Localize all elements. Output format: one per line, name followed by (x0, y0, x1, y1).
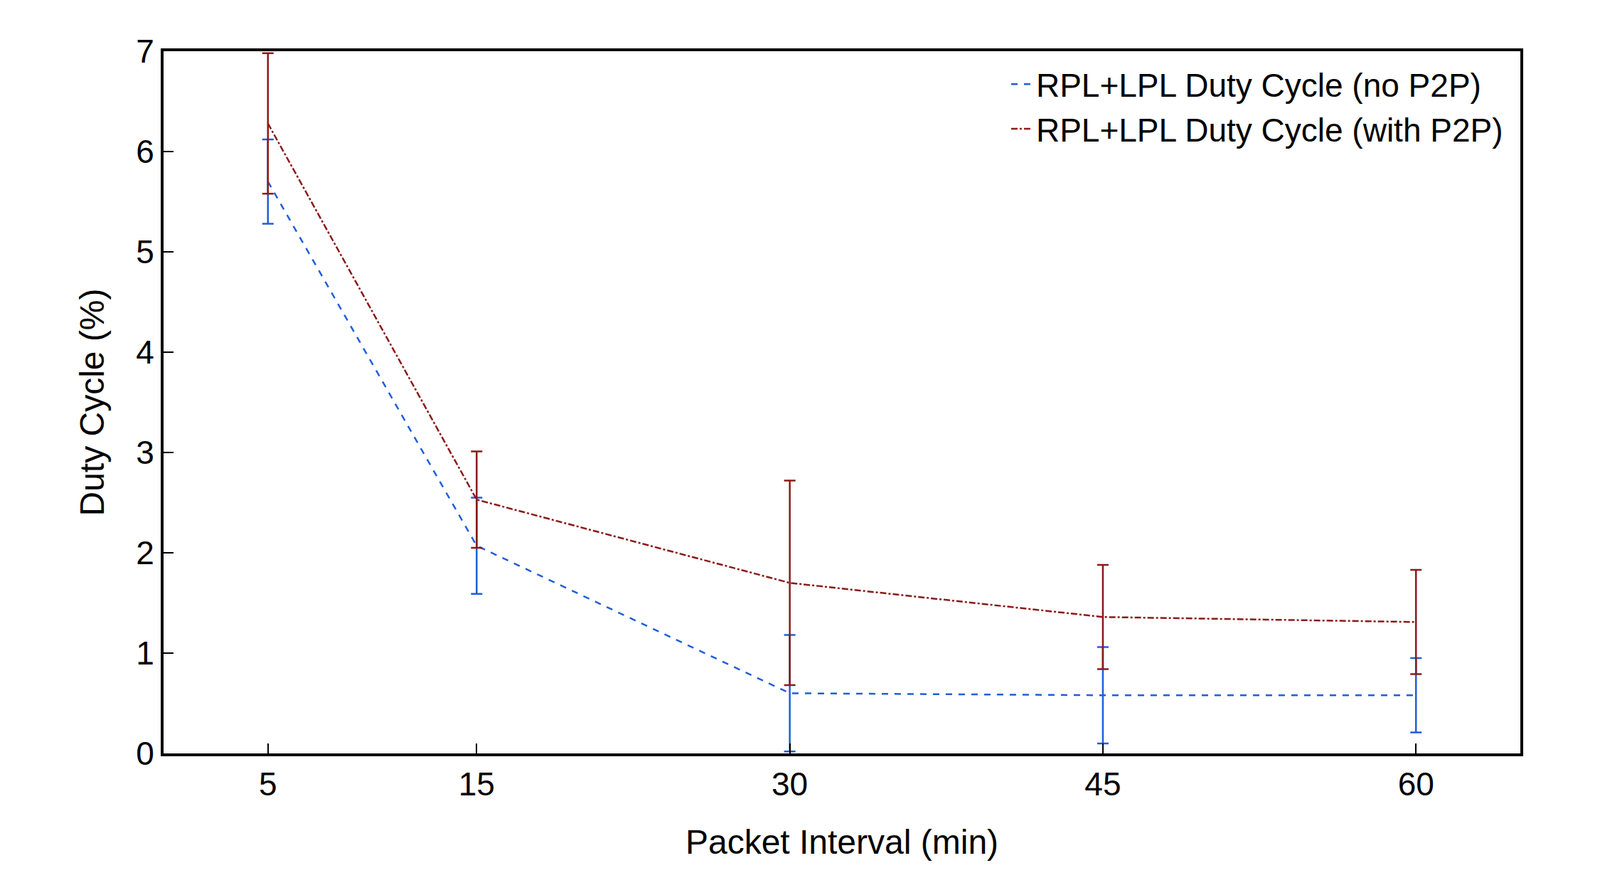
svg-text:6: 6 (135, 132, 155, 170)
svg-text:4: 4 (135, 333, 155, 371)
svg-text:Packet Interval (min): Packet Interval (min) (685, 822, 999, 861)
svg-text:1: 1 (135, 634, 155, 672)
svg-text:5: 5 (135, 233, 155, 271)
svg-text:RPL+LPL Duty Cycle (with P2P): RPL+LPL Duty Cycle (with P2P) (1036, 111, 1504, 149)
svg-text:RPL+LPL Duty Cycle (no P2P): RPL+LPL Duty Cycle (no P2P) (1036, 66, 1482, 104)
svg-text:5: 5 (258, 765, 278, 803)
svg-text:Duty Cycle (%): Duty Cycle (%) (73, 288, 111, 516)
svg-text:30: 30 (771, 765, 808, 803)
svg-text:7: 7 (135, 32, 155, 70)
svg-text:3: 3 (135, 433, 155, 471)
svg-text:45: 45 (1084, 765, 1121, 803)
svg-text:0: 0 (135, 734, 155, 772)
svg-text:2: 2 (135, 534, 155, 572)
svg-text:60: 60 (1398, 765, 1435, 803)
svg-text:15: 15 (458, 765, 495, 803)
